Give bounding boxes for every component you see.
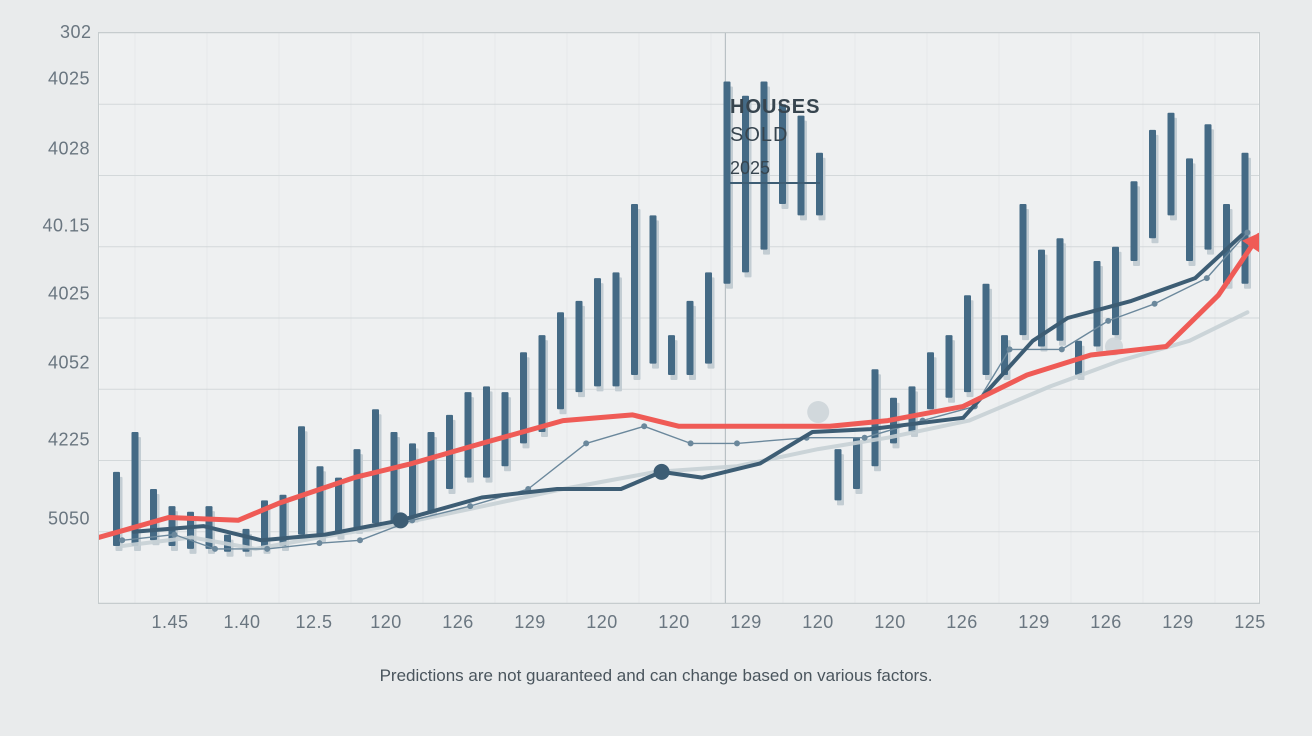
footer-note: Predictions are not guaranteed and can c… — [0, 666, 1312, 686]
x-tick-label: 120 — [586, 612, 618, 633]
chart-stage: 302 4025 4028 40.15 4025 4052 4225 5050 1.45 1.… — [0, 0, 1312, 736]
y-tick-label: 40.15 — [30, 215, 90, 236]
x-tick-label: 129 — [1162, 612, 1194, 633]
x-tick-label: 120 — [802, 612, 834, 633]
chart-plot-area — [98, 32, 1260, 604]
annotation-underline — [730, 182, 820, 184]
y-tick-label: 4025 — [30, 69, 90, 90]
y-tick-label: 5050 — [30, 509, 90, 530]
x-tick-label: 1.45 — [151, 612, 188, 633]
chart-svg — [99, 33, 1259, 603]
annotation-year: 2025 — [730, 158, 770, 179]
x-tick-label: 125 — [1234, 612, 1266, 633]
y-tick-label: 4028 — [30, 138, 90, 159]
y-tick-label: 4052 — [30, 352, 90, 373]
y-corner-label: 302 — [60, 22, 92, 43]
x-tick-label: 129 — [1018, 612, 1050, 633]
x-tick-label: 120 — [370, 612, 402, 633]
x-tick-label: 126 — [946, 612, 978, 633]
x-tick-label: 120 — [658, 612, 690, 633]
x-tick-label: 129 — [514, 612, 546, 633]
annotation-line1: HOUSES — [730, 96, 820, 119]
x-tick-label: 12.5 — [295, 612, 332, 633]
x-tick-label: 126 — [1090, 612, 1122, 633]
y-tick-label: 4025 — [30, 284, 90, 305]
x-tick-label: 120 — [874, 612, 906, 633]
x-tick-label: 1.40 — [223, 612, 260, 633]
x-tick-label: 129 — [730, 612, 762, 633]
annotation-line2: SOLD — [730, 124, 788, 147]
y-tick-label: 4225 — [30, 429, 90, 450]
x-tick-label: 126 — [442, 612, 474, 633]
